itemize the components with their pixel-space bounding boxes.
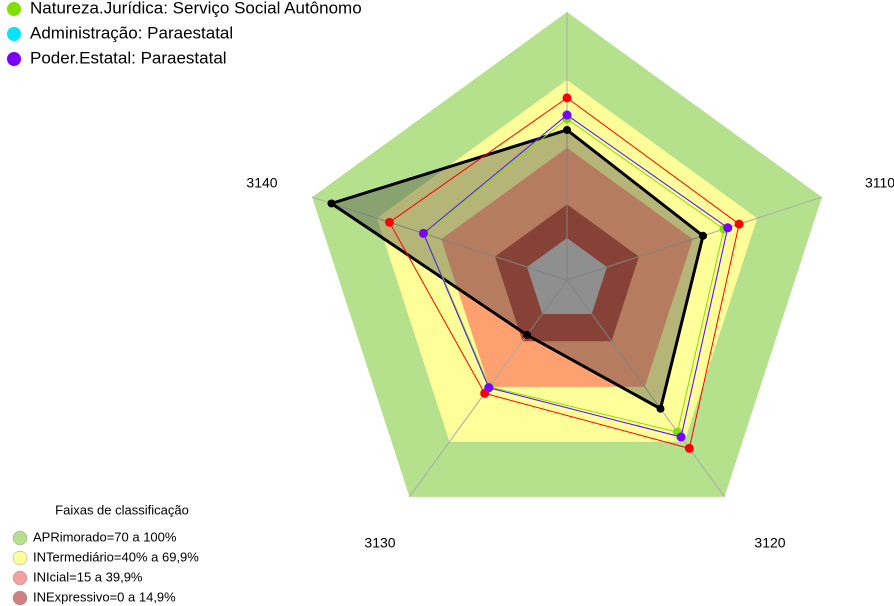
legend-label: Administração: Paraestatal [30,23,233,42]
series-point [563,125,571,134]
series-line [388,97,740,449]
band-legend-label: INExpressivo=0 a 14,9% [33,589,176,604]
axis-line [311,196,568,281]
legend-marker [7,2,21,16]
axis-label: 3130 [364,535,395,551]
band-legend-marker [12,570,28,586]
legend-marker [7,52,21,66]
series-point [327,199,336,208]
band-legend-label: INIcial=15 a 39,9% [33,569,143,584]
band-legend-marker [12,530,28,546]
series-line [422,114,729,438]
band-legend-marker [12,590,28,606]
axis-line [566,196,823,281]
series-point [523,331,532,340]
series-point [699,231,708,240]
series-line [328,128,705,411]
legend-label: Poder.Estatal: Paraestatal [30,48,227,67]
series-point [484,383,494,393]
series-point [734,219,744,229]
band-legend-label: INTermediário=40% a 69,9% [33,549,199,564]
band-legend-marker [12,550,28,566]
legend-label: Natureza.Jurídica: Serviço Social Autôno… [30,0,362,17]
axis-label: 3140 [246,175,277,191]
legend-marker [7,27,21,41]
bands-title: Faixas de classificação [55,502,189,517]
series-point [676,432,686,442]
series-point [418,228,428,238]
series-point [562,93,572,103]
series-line [423,118,725,433]
axis-label: 3120 [754,535,785,551]
series-point [723,223,733,233]
series-point [562,110,572,120]
band-legend-label: APRimorado=70 a 100% [33,529,177,544]
axis-label: 3110 [865,175,894,191]
series-point [684,443,694,453]
axis-line [566,279,725,498]
series-point [384,217,394,227]
series-point [656,404,665,413]
